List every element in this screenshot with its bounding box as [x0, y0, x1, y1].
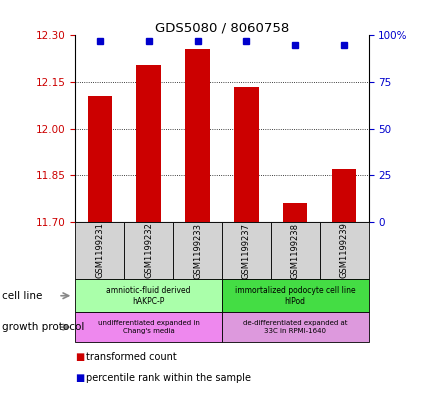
Text: de-differentiated expanded at
33C in RPMI-1640: de-differentiated expanded at 33C in RPM…: [243, 320, 347, 334]
Text: GSM1199233: GSM1199233: [193, 222, 202, 279]
Text: GSM1199231: GSM1199231: [95, 222, 104, 279]
Text: GSM1199239: GSM1199239: [339, 222, 348, 279]
Title: GDS5080 / 8060758: GDS5080 / 8060758: [154, 21, 289, 34]
Bar: [331, 169, 356, 222]
Text: immortalized podocyte cell line
hIPod: immortalized podocyte cell line hIPod: [234, 286, 355, 306]
Text: growth protocol: growth protocol: [2, 322, 84, 332]
Text: cell line: cell line: [2, 291, 43, 301]
Bar: [136, 65, 160, 222]
Text: transformed count: transformed count: [86, 352, 177, 362]
Text: ■: ■: [75, 373, 84, 383]
Text: undifferentiated expanded in
Chang's media: undifferentiated expanded in Chang's med…: [98, 320, 199, 334]
Text: percentile rank within the sample: percentile rank within the sample: [86, 373, 251, 383]
Text: ■: ■: [75, 352, 84, 362]
Bar: [283, 203, 307, 222]
Bar: [185, 50, 209, 222]
Bar: [233, 87, 258, 222]
Text: GSM1199238: GSM1199238: [290, 222, 299, 279]
Text: GSM1199237: GSM1199237: [241, 222, 250, 279]
Bar: [87, 96, 112, 222]
Text: amniotic-fluid derived
hAKPC-P: amniotic-fluid derived hAKPC-P: [106, 286, 190, 306]
Text: GSM1199232: GSM1199232: [144, 222, 153, 279]
